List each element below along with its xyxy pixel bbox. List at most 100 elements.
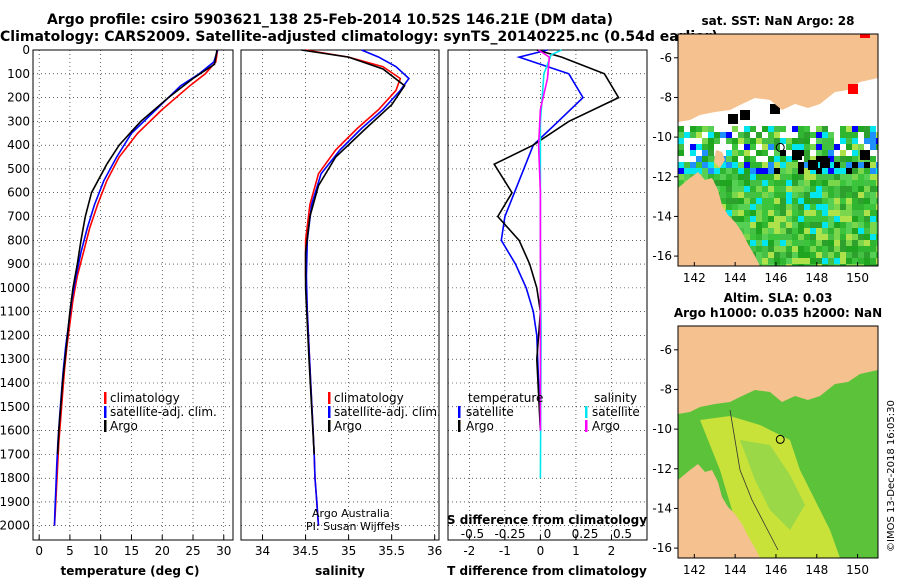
salinity-plot: 34 34.5 35 35.5 36 (241, 49, 442, 558)
sst-cell (870, 240, 876, 246)
legend-argo-swatch (104, 420, 107, 432)
sst-map (678, 34, 878, 266)
sst-cell (852, 168, 858, 174)
sst-cell (720, 132, 726, 138)
sst-cell (714, 174, 720, 180)
sst-cell (684, 156, 690, 162)
sst-cell (876, 132, 878, 138)
sst-cell (714, 180, 720, 186)
sst-cell (840, 144, 846, 150)
sst-cell (738, 168, 744, 174)
sst-cell (768, 138, 774, 144)
sst-cell (762, 156, 768, 162)
sst-cell (816, 168, 822, 174)
sst-cell (720, 198, 726, 204)
sst-cell (864, 204, 870, 210)
sst-cell (780, 180, 786, 186)
sst-cell (876, 234, 878, 240)
y-tick-label: 1100 (0, 305, 30, 319)
sst-cell (822, 126, 828, 132)
sst-cell (792, 192, 798, 198)
sst-cell (786, 150, 792, 156)
sst-cell (822, 210, 828, 216)
sst-cell (690, 168, 696, 174)
sst-cell (744, 210, 750, 216)
sst-cell (846, 174, 852, 180)
sst-cell (798, 180, 804, 186)
sst-cell (768, 156, 774, 162)
sst-cell (708, 168, 714, 174)
legend-climatology-label: climatology (110, 391, 180, 405)
sst-cell (780, 162, 786, 168)
sst-cell (762, 240, 768, 246)
sst-cell (846, 150, 852, 156)
sst-cell (744, 168, 750, 174)
sst-cell (828, 204, 834, 210)
sst-cell (858, 186, 864, 192)
sst-cell (774, 192, 780, 198)
sst-cell (816, 144, 822, 150)
sst-cell (852, 258, 858, 264)
sst-cell (768, 126, 774, 132)
sst-cell (816, 252, 822, 258)
sst-cell (870, 252, 876, 258)
sst-cell (744, 156, 750, 162)
sst-cell (756, 246, 762, 252)
sst-cell (696, 156, 702, 162)
sst-cell (876, 198, 878, 204)
figure-title-line2: Climatology: CARS2009. Satellite-adjuste… (0, 29, 718, 45)
sst-cell (792, 234, 798, 240)
sst-cell (858, 144, 864, 150)
sla-map-title: Altim. SLA: 0.03 (724, 291, 833, 305)
sst-cell (804, 150, 810, 156)
sst-cell (756, 162, 762, 168)
sst-cell-missing (820, 158, 830, 168)
sst-cell (810, 144, 816, 150)
legend-t-satellite-label: satellite (466, 405, 514, 419)
sst-cell (756, 222, 762, 228)
s-tick-label: 0.25 (572, 527, 599, 541)
sst-cell (852, 156, 858, 162)
sst-cell (846, 216, 852, 222)
sst-cell (726, 186, 732, 192)
sst-cell (816, 192, 822, 198)
sst-cell (684, 168, 690, 174)
sst-cell (738, 162, 744, 168)
series-line-climatology (304, 49, 402, 526)
sst-cell (720, 192, 726, 198)
sst-cell (804, 144, 810, 150)
sst-cell (846, 198, 852, 204)
sst-red-marker (848, 84, 858, 94)
sst-cell (744, 186, 750, 192)
sst-cell (876, 264, 878, 266)
sst-cell (798, 234, 804, 240)
sst-cell (774, 234, 780, 240)
lon-tick-label: 150 (846, 563, 869, 577)
sst-cell (834, 246, 840, 252)
sst-cell (834, 168, 840, 174)
sst-cell (684, 132, 690, 138)
sst-cell (738, 174, 744, 180)
legend-climatology-swatch (328, 392, 331, 404)
sst-cell (780, 258, 786, 264)
sst-cell (726, 162, 732, 168)
sst-cell (792, 198, 798, 204)
sst-cell (858, 228, 864, 234)
sst-cell (732, 186, 738, 192)
sst-cell (792, 204, 798, 210)
sst-cell (834, 162, 840, 168)
s-tick-label: -0.25 (494, 527, 525, 541)
series-line-salinity-satellite (539, 49, 563, 479)
sst-cell (762, 162, 768, 168)
sst-cell (834, 258, 840, 264)
sst-cell (804, 138, 810, 144)
sst-cell (768, 168, 774, 174)
sst-cell (846, 210, 852, 216)
sst-cell (678, 150, 684, 156)
sst-cell (774, 240, 780, 246)
temperature-panel-frame (32, 49, 234, 541)
sst-cell (828, 198, 834, 204)
sst-cell (768, 246, 774, 252)
sst-cell (858, 168, 864, 174)
